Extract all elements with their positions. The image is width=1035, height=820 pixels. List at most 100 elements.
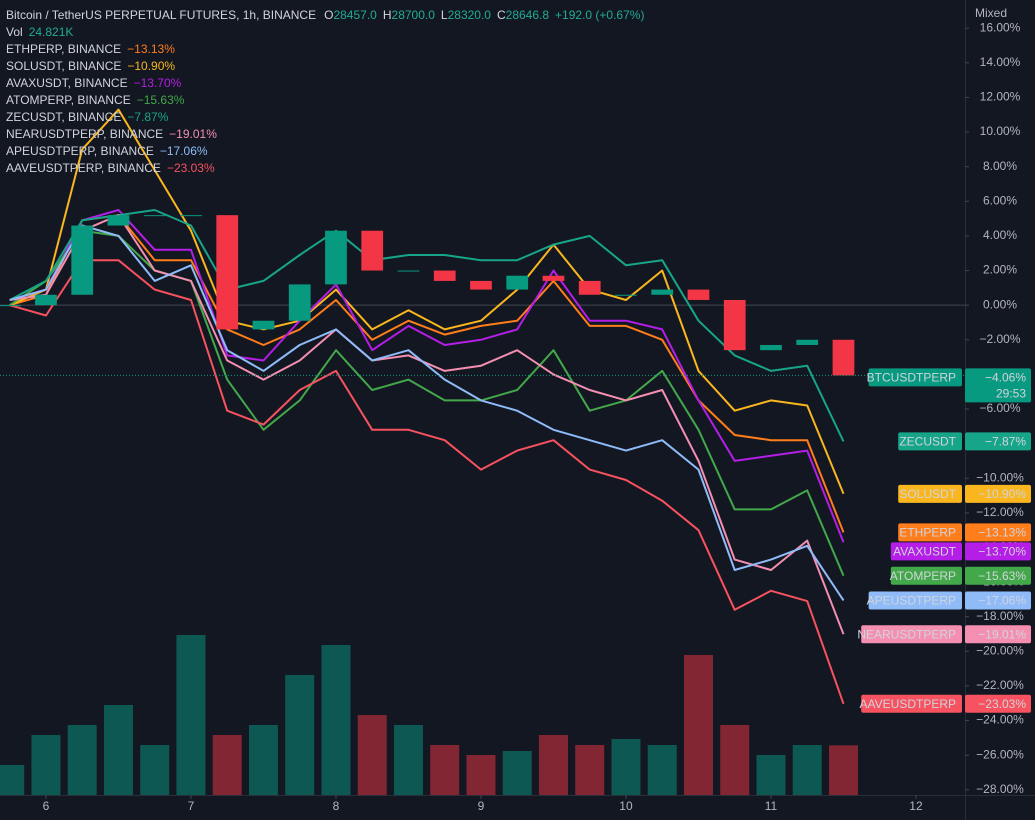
volume-bar <box>31 735 61 795</box>
volume-bar <box>720 725 750 795</box>
value-box <box>965 542 1031 561</box>
volume-bar <box>756 755 786 795</box>
name-box <box>868 368 962 387</box>
y-tick-label: 2.00% <box>983 263 1017 277</box>
compare-legend: ZECUSDT, BINANCE −7.87% <box>6 110 169 124</box>
name-box <box>861 694 962 713</box>
compare-value: −23.03% <box>167 161 215 175</box>
y-tick-label: −6.00% <box>979 401 1020 415</box>
compare-name: ATOMPERP, BINANCE <box>6 93 131 107</box>
candle-body <box>252 320 275 330</box>
compare-value: −19.01% <box>169 127 217 141</box>
volume-bar <box>575 745 605 795</box>
name-label: AVAXUSDT <box>893 545 957 559</box>
volume-legend: Vol 24.821K <box>6 25 73 39</box>
compare-legend: ATOMPERP, BINANCE −15.63% <box>6 93 185 107</box>
name-box <box>890 542 962 561</box>
volume-bar <box>393 725 423 795</box>
ohlc-key: C <box>497 8 506 22</box>
plot <box>0 108 965 795</box>
series-line <box>9 209 845 442</box>
volume-bar <box>502 751 532 795</box>
volume-bar <box>683 655 713 795</box>
compare-legend: NEARUSDTPERP, BINANCE −19.01% <box>6 127 217 141</box>
y-tick-label: −24.00% <box>976 713 1024 727</box>
compare-name: NEARUSDTPERP, BINANCE <box>6 127 163 141</box>
series-line <box>9 214 845 533</box>
candle-body <box>651 289 674 295</box>
candle-body <box>361 230 384 271</box>
volume-bar <box>430 745 460 795</box>
series-line <box>9 108 845 495</box>
candle-body <box>796 339 819 345</box>
value-label: −19.01% <box>978 627 1026 641</box>
candle-body <box>542 275 565 281</box>
y-tick-label: 12.00% <box>980 90 1021 104</box>
name-box <box>898 432 962 451</box>
candle-body <box>397 270 420 272</box>
candle-body <box>71 225 94 295</box>
y-tick-label: −10.00% <box>976 470 1024 484</box>
y-tick-label: −28.00% <box>976 782 1024 796</box>
volume-bar <box>357 715 387 795</box>
series-line <box>9 224 845 601</box>
y-tick-label: −26.00% <box>976 747 1024 761</box>
compare-value: −13.13% <box>127 42 175 56</box>
candle-body <box>506 275 529 290</box>
series-line <box>9 209 845 543</box>
y-tick-label: 14.00% <box>980 55 1021 69</box>
volume-bar <box>792 745 822 795</box>
candle-body <box>35 294 57 306</box>
name-label: AAVEUSDTPERP <box>860 697 956 711</box>
name-label: ETHPERP <box>899 526 956 540</box>
y-tick-label: 10.00% <box>980 124 1021 138</box>
name-label: NEARUSDTPERP <box>857 627 956 641</box>
compare-name: APEUSDTPERP, BINANCE <box>6 144 154 158</box>
candle-body <box>615 294 637 296</box>
candle-body <box>760 344 782 351</box>
name-label: BTCUSDTPERP <box>867 371 956 385</box>
value-box <box>965 694 1031 713</box>
name-box <box>890 566 962 585</box>
compare-name: ZECUSDT, BINANCE <box>6 110 121 124</box>
x-tick-label: 9 <box>478 799 485 813</box>
symbol-title: Bitcoin / TetherUS PERPETUAL FUTURES, 1h… <box>6 8 316 22</box>
volume-name: Vol <box>6 25 23 39</box>
volume-bar <box>140 745 170 795</box>
value-label: −23.03% <box>978 697 1026 711</box>
x-tick-label: 12 <box>909 799 923 813</box>
compare-value: −17.06% <box>160 144 208 158</box>
name-box <box>898 523 962 542</box>
value-box <box>965 432 1031 451</box>
y-tick-label: 16.00% <box>980 20 1021 34</box>
volume-bar <box>176 635 206 795</box>
volume-value: 24.821K <box>29 25 74 39</box>
value-box <box>965 484 1031 503</box>
volume-bar <box>466 755 496 795</box>
candle-body <box>216 215 239 330</box>
ohlc-value: 28646.8 <box>506 8 550 22</box>
volume-bar <box>611 739 641 795</box>
volume-bar <box>285 675 315 795</box>
y-tick-label: 4.00% <box>983 228 1017 242</box>
candle-body <box>433 270 456 281</box>
candle-body <box>107 215 130 226</box>
compare-value: −7.87% <box>127 110 168 124</box>
series-line <box>9 229 845 577</box>
compare-name: AAVEUSDTPERP, BINANCE <box>6 161 161 175</box>
value-box <box>965 625 1031 644</box>
header: Bitcoin / TetherUS PERPETUAL FUTURES, 1h… <box>6 8 644 22</box>
name-box <box>861 625 962 644</box>
change: +192.0 (+0.67%) <box>555 8 644 22</box>
value-label: −15.63% <box>978 569 1026 583</box>
compare-legend: AVAXUSDT, BINANCE −13.70% <box>6 76 182 90</box>
candle-body <box>687 289 710 300</box>
candle-body <box>325 230 347 285</box>
candle-body <box>288 284 311 321</box>
volume-bar <box>538 735 568 795</box>
scale-mode: Mixed <box>975 6 1007 20</box>
candle-body <box>470 280 492 290</box>
name-box <box>898 484 962 503</box>
x-tick-label: 11 <box>765 799 778 813</box>
